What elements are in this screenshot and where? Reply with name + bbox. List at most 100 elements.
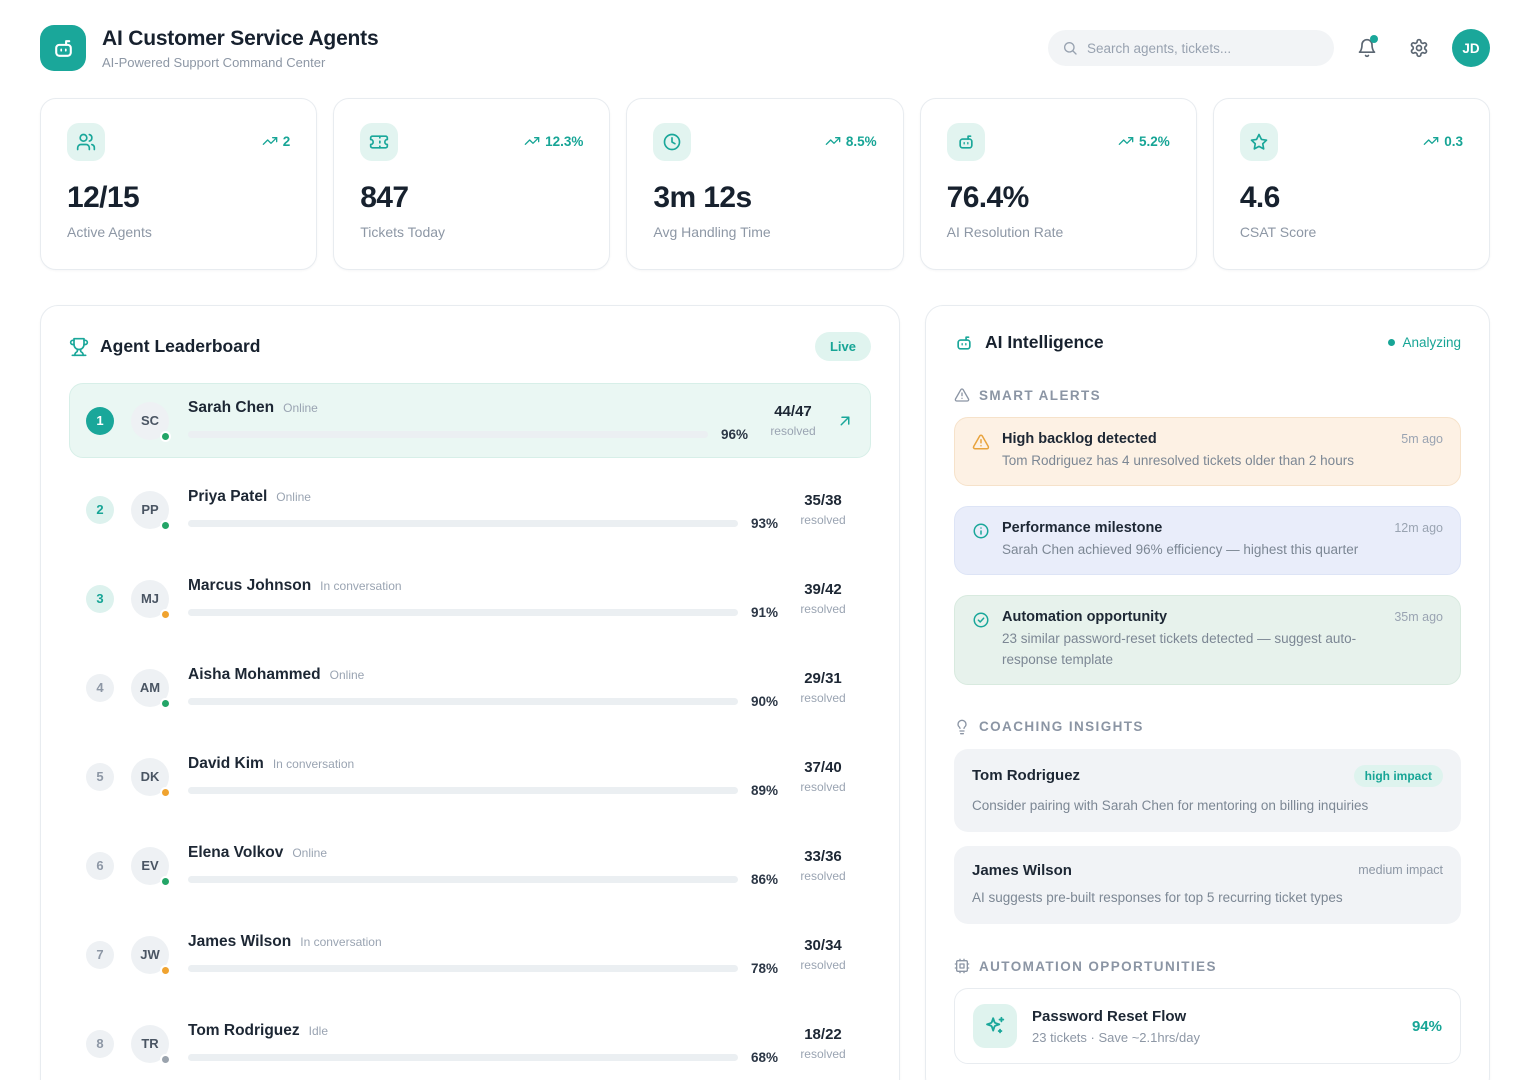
status-dot [160,520,171,531]
efficiency-percent: 78% [751,961,778,976]
stat-value: 4.6 [1240,181,1463,215]
resolved-label: resolved [792,513,854,527]
agent-avatar: DK [131,758,169,796]
smart-alerts-label: SMART ALERTS [954,387,1461,403]
coaching-insights-label: COACHING INSIGHTS [954,719,1461,735]
resolved-count: 30/34 [792,937,854,954]
agent-name: Marcus Johnson [188,577,311,595]
analyzing-status: Analyzing [1388,335,1461,350]
agent-name: Aisha Mohammed [188,666,321,684]
alert-card[interactable]: Performance milestone 12m ago Sarah Chen… [954,506,1461,575]
alert-time: 35m ago [1394,610,1443,624]
agent-row[interactable]: 4 AM Aisha Mohammed Online 90% [69,650,871,725]
warning-icon [972,433,990,451]
rank-badge: 3 [86,585,114,613]
agent-avatar: PP [131,491,169,529]
insight-description: Consider pairing with Sarah Chen for men… [972,796,1443,816]
rank-badge: 5 [86,763,114,791]
live-badge: Live [815,332,871,361]
impact-badge: medium impact [1358,863,1443,877]
efficiency-bar [188,787,738,794]
automation-card[interactable]: Password Reset Flow 23 tickets · Save ~2… [954,988,1461,1064]
agent-status: Online [292,846,327,860]
trend-up-icon [524,133,540,149]
stat-label: AI Resolution Rate [947,224,1170,240]
stat-trend: 5.2% [1118,133,1170,149]
insight-card[interactable]: Tom Rodriguez high impact Consider pairi… [954,749,1461,832]
settings-button[interactable] [1400,29,1438,67]
sparkles-icon [973,1004,1017,1048]
insight-agent-name: Tom Rodriguez [972,767,1080,784]
insight-agent-name: James Wilson [972,862,1072,879]
top-bar: AI Customer Service Agents AI-Powered Su… [40,0,1490,96]
agent-row[interactable]: 1 SC Sarah Chen Online 96% 44/4 [69,383,871,458]
avatar-initials: EV [141,858,158,873]
agent-status: In conversation [320,579,401,593]
efficiency-percent: 93% [751,516,778,531]
app-logo [40,25,86,71]
avatar-initials: AM [140,680,160,695]
automation-score: 94% [1412,1018,1442,1035]
alert-card[interactable]: Automation opportunity 35m ago 23 simila… [954,595,1461,685]
search-input[interactable] [1087,41,1320,56]
check-icon [972,611,990,629]
resolved-label: resolved [792,780,854,794]
alert-time: 12m ago [1394,521,1443,535]
agent-name: David Kim [188,755,264,773]
efficiency-bar [188,609,738,616]
avatar-initials: PP [141,502,158,517]
stat-trend-value: 8.5% [846,134,877,149]
agent-status: Idle [309,1024,328,1038]
efficiency-percent: 89% [751,783,778,798]
avatar-initials: TR [141,1036,158,1051]
efficiency-bar [188,965,738,972]
agent-row[interactable]: 5 DK David Kim In conversation 89% [69,739,871,814]
notifications-button[interactable] [1348,29,1386,67]
agent-row[interactable]: 3 MJ Marcus Johnson In conversation 91% [69,561,871,636]
resolved-label: resolved [762,424,824,438]
efficiency-percent: 86% [751,872,778,887]
alert-card[interactable]: High backlog detected 5m ago Tom Rodrigu… [954,417,1461,486]
automation-name: Password Reset Flow [1032,1008,1200,1025]
avatar-initials: JW [140,947,160,962]
agent-row[interactable]: 7 JW James Wilson In conversation 78% [69,917,871,992]
ticket-icon [360,123,398,161]
stat-value: 3m 12s [653,181,876,215]
agent-avatar: JW [131,936,169,974]
status-dot [160,787,171,798]
agent-status: Online [330,668,365,682]
coaching-insights-list: Tom Rodriguez high impact Consider pairi… [954,749,1461,925]
insight-card[interactable]: James Wilson medium impact AI suggests p… [954,846,1461,924]
resolved-label: resolved [792,691,854,705]
agent-row[interactable]: 2 PP Priya Patel Online 93% 35/ [69,472,871,547]
top-actions: JD [1048,29,1490,67]
cpu-icon [954,958,970,974]
alert-title: High backlog detected [1002,431,1157,447]
agent-avatar: SC [131,402,169,440]
notification-dot [1370,35,1378,43]
stat-trend: 2 [262,133,291,149]
avatar-initials: MJ [141,591,159,606]
resolved-label: resolved [792,602,854,616]
arrow-up-right-icon [836,412,854,430]
efficiency-percent: 90% [751,694,778,709]
robot-icon [954,333,974,353]
agent-row[interactable]: 6 EV Elena Volkov Online 86% 33 [69,828,871,903]
user-avatar[interactable]: JD [1452,29,1490,67]
stat-card: 12.3% 847 Tickets Today [333,98,610,270]
stat-label: CSAT Score [1240,224,1463,240]
agent-list: 1 SC Sarah Chen Online 96% 44/4 [69,383,871,1080]
agent-row[interactable]: 8 TR Tom Rodriguez Idle 68% 18/ [69,1006,871,1080]
efficiency-percent: 96% [721,427,748,442]
rank-badge: 8 [86,1030,114,1058]
page-title: AI Customer Service Agents [102,27,378,51]
search-box[interactable] [1048,30,1334,66]
avatar-initials: SC [141,413,159,428]
trend-up-icon [825,133,841,149]
agent-name: Elena Volkov [188,844,283,862]
smart-alerts-list: High backlog detected 5m ago Tom Rodrigu… [954,417,1461,685]
agent-name: Sarah Chen [188,399,274,417]
resolved-label: resolved [792,869,854,883]
stat-trend: 0.3 [1423,133,1463,149]
stat-card: 8.5% 3m 12s Avg Handling Time [626,98,903,270]
